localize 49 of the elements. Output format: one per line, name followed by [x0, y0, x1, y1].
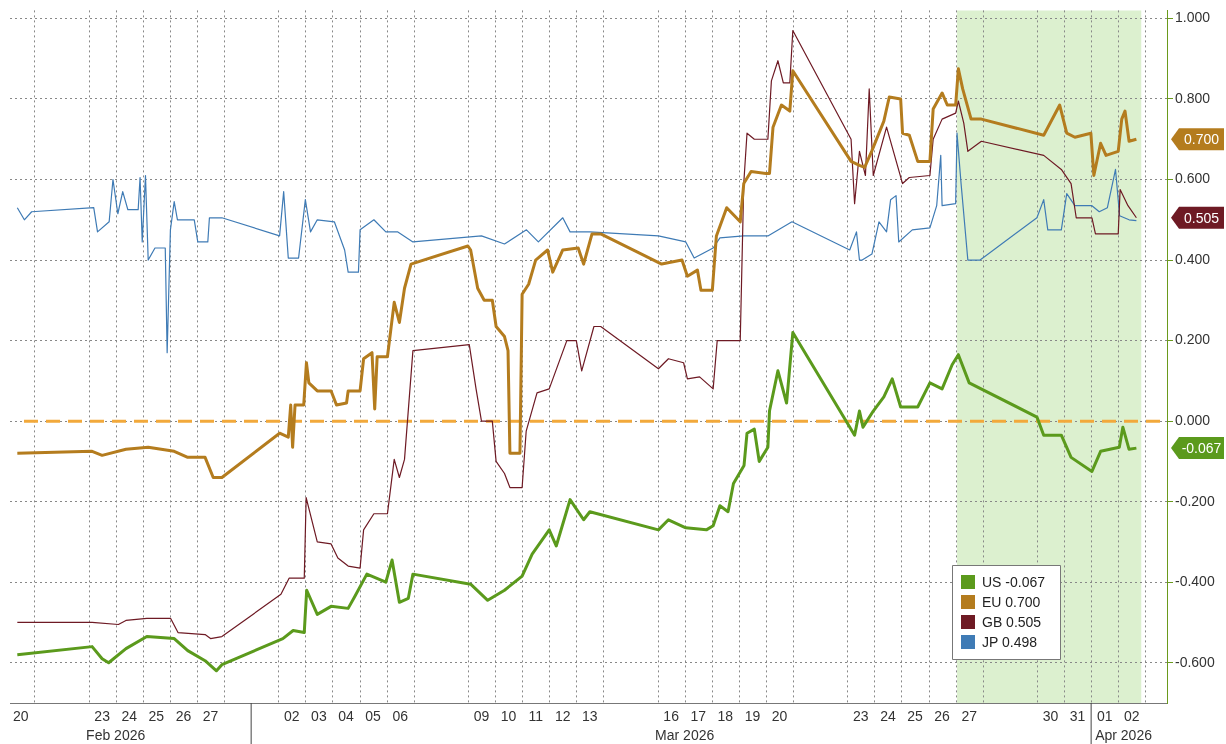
- y-tick-label: -0.600: [1175, 653, 1215, 670]
- x-tick-label: 02: [284, 708, 300, 725]
- x-tick-label: 27: [961, 708, 978, 725]
- x-tick-label: 23: [94, 708, 111, 725]
- x-tick-label: 18: [717, 708, 734, 725]
- x-tick-label: 26: [934, 708, 951, 725]
- text: 0.700: [1183, 131, 1220, 148]
- x-tick-label: 13: [582, 708, 598, 725]
- x-tick-label: 01: [1096, 708, 1113, 725]
- x-tick-label: 23: [853, 708, 869, 725]
- x-tick-label: 20: [13, 708, 29, 725]
- y-tick-label: 1.000: [1175, 9, 1211, 26]
- x-tick-label: 31: [1069, 708, 1086, 725]
- text: -0.067: [1181, 439, 1222, 456]
- x-tick-label: 24: [121, 708, 138, 725]
- legend-label: EU 0.700: [982, 593, 1041, 610]
- y-tick-label: 0.000: [1175, 411, 1211, 428]
- y-tick-label: 0.600: [1175, 170, 1211, 187]
- text: Mar 2026: [655, 726, 715, 743]
- y-tick-label: -0.400: [1175, 573, 1215, 590]
- x-tick-label: 12: [554, 708, 571, 725]
- x-tick-label: 10: [500, 708, 517, 725]
- y-tick-label: -0.200: [1175, 492, 1215, 509]
- text: Apr 2026: [1095, 726, 1153, 743]
- x-tick-label: 25: [907, 708, 923, 725]
- x-tick-label: 09: [473, 708, 490, 725]
- x-tick-label: 06: [392, 708, 409, 725]
- x-tick-label: 02: [1123, 708, 1140, 725]
- x-tick-label: 04: [338, 708, 354, 725]
- x-tick-label: 26: [175, 708, 192, 725]
- x-tick-label: 25: [148, 708, 165, 725]
- y-tick-label: 0.200: [1175, 331, 1211, 348]
- y-tick-label: 0.400: [1175, 250, 1211, 267]
- x-tick-label: 27: [202, 708, 219, 725]
- x-tick-label: 24: [880, 708, 896, 725]
- x-tick-label: 16: [663, 708, 680, 725]
- legend-label: GB 0.505: [982, 613, 1042, 630]
- text: Feb 2026: [86, 726, 146, 743]
- legend-label: JP 0.498: [982, 633, 1038, 650]
- x-tick-label: 20: [771, 708, 788, 725]
- x-tick-label: 30: [1042, 708, 1059, 725]
- x-tick-label: 03: [311, 708, 327, 725]
- text: 0.505: [1183, 209, 1220, 226]
- x-tick-label: 11: [528, 708, 544, 725]
- x-tick-label: 05: [365, 708, 382, 725]
- x-tick-label: 17: [690, 708, 707, 725]
- x-tick-label: 19: [744, 708, 761, 725]
- y-tick-label: 0.800: [1175, 89, 1211, 106]
- legend-label: US -0.067: [982, 573, 1046, 590]
